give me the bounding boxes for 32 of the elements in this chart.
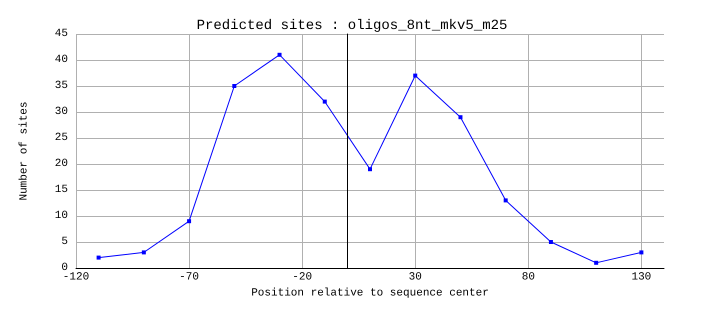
x-tick-label: -120 [62, 272, 90, 284]
point [639, 250, 644, 254]
y-tick-label: 30 [54, 106, 68, 118]
y-tick-label: 10 [54, 210, 68, 222]
x-axis-title: Position relative to sequence center [251, 288, 489, 300]
x-tick-label: -70 [179, 272, 199, 284]
point [187, 219, 192, 224]
y-tick-label: 25 [54, 132, 68, 144]
point [413, 74, 418, 78]
y-tick-label: 5 [61, 236, 68, 248]
y-tick-label: 15 [54, 184, 68, 196]
point [232, 84, 236, 88]
point [548, 240, 553, 244]
x-tick-label: -20 [292, 272, 312, 284]
point [504, 198, 508, 202]
y-tick-label: 35 [54, 80, 68, 92]
y-tick-label: 40 [54, 54, 68, 66]
point [142, 250, 146, 254]
x-tick-label: 80 [522, 272, 535, 284]
y-tick-label: 20 [54, 158, 68, 170]
y-axis-title: Number of sites [18, 101, 30, 201]
point [594, 260, 598, 265]
point [322, 100, 327, 104]
y-tick-label: 0 [61, 262, 68, 274]
point [96, 256, 101, 260]
chart-title: Predicted sites : oligos_8nt_mkv5_m25 [196, 18, 508, 34]
y-tick-label: 45 [54, 28, 68, 40]
x-tick-label: 130 [631, 272, 652, 284]
x-tick-label: 30 [408, 272, 422, 284]
point [368, 167, 372, 172]
point [458, 115, 462, 120]
point [278, 52, 282, 57]
